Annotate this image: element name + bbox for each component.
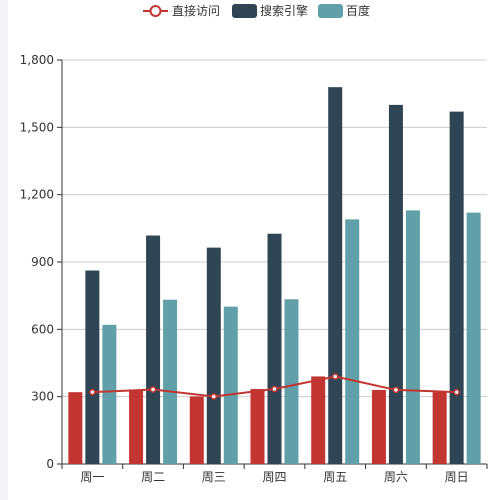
bar: [267, 233, 282, 464]
line-point: [453, 388, 460, 396]
x-tick-label: 周五: [323, 470, 347, 484]
y-tick-label: 1,200: [20, 188, 54, 202]
line-point: [392, 386, 400, 394]
bar: [85, 270, 100, 464]
legend-label: 百度: [346, 3, 370, 18]
bar: [223, 306, 238, 464]
y-tick-label: 1,500: [20, 120, 54, 134]
y-tick-label: 900: [31, 255, 54, 269]
line-point: [331, 373, 339, 380]
y-tick-label: 600: [31, 322, 54, 336]
legend-item[interactable]: 直接访问: [143, 3, 220, 18]
bar: [371, 389, 386, 464]
bar: [405, 210, 420, 464]
x-tick-label: 周二: [141, 470, 165, 484]
line-point: [149, 386, 157, 393]
legend-label: 搜索引擎: [260, 3, 308, 18]
y-tick-label: 1,800: [20, 53, 54, 67]
legend-label: 直接访问: [172, 3, 220, 18]
bar: [311, 376, 326, 464]
rounded-rect-icon: [232, 4, 257, 18]
y-tick-label: 300: [31, 390, 54, 404]
x-tick-label: 周四: [262, 470, 286, 484]
x-tick-label: 周三: [202, 470, 226, 484]
x-tick-label: 周日: [445, 470, 469, 484]
bar: [328, 87, 343, 464]
bar: [102, 324, 117, 464]
line-layer: [89, 373, 460, 400]
legend-icon-circle: [149, 5, 162, 17]
left-edge-strip: [0, 0, 8, 500]
bar: [206, 247, 221, 464]
y-tick-label: 0: [46, 457, 54, 471]
bar: [129, 389, 144, 464]
bar: [146, 235, 161, 464]
bar: [388, 104, 403, 464]
bar: [68, 392, 83, 464]
bar: [345, 219, 360, 464]
line-point: [210, 393, 218, 400]
line-point: [89, 388, 96, 396]
x-tick-label: 周六: [384, 470, 408, 484]
bar: [163, 299, 178, 464]
axis-layer: 0 300 600 900 1,200 1,500 1,800 周一 周二 周三 周四 周五 周六 周日: [20, 53, 488, 484]
bar: [449, 111, 464, 464]
bar: [189, 396, 204, 464]
legend-item[interactable]: 搜索引擎: [232, 3, 308, 18]
bar-layer: [68, 87, 481, 464]
line-circle-icon: [143, 5, 168, 17]
x-tick-label: 周一: [80, 470, 104, 484]
line-point: [271, 385, 278, 393]
bar: [466, 212, 481, 464]
legend[interactable]: 直接访问 搜索引擎 百度: [143, 3, 370, 18]
rounded-rect-icon: [318, 4, 343, 18]
bar: [284, 299, 299, 464]
legend-item[interactable]: 百度: [318, 3, 370, 18]
bar: [432, 392, 447, 464]
bar: [250, 389, 265, 464]
